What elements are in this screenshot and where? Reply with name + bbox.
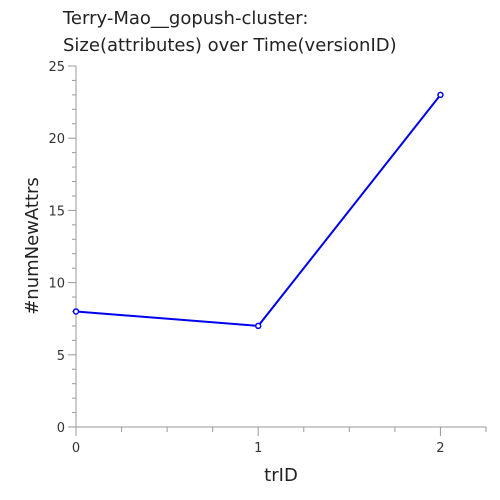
y-axis-ticks: 0 5 10 15 20 25 bbox=[48, 60, 76, 436]
chart-title-line-1: Terry-Mao__gopush-cluster: bbox=[62, 8, 308, 29]
y-tick-label: 10 bbox=[48, 277, 65, 292]
data-point bbox=[72, 308, 80, 315]
x-tick-label: 0 bbox=[72, 441, 80, 456]
series-line bbox=[75, 94, 442, 327]
x-tick-label: 1 bbox=[254, 441, 262, 456]
x-axis-ticks: 0 1 2 bbox=[72, 427, 487, 456]
data-point bbox=[437, 91, 444, 99]
y-tick-label: 5 bbox=[57, 349, 65, 364]
x-axis-label: trID bbox=[264, 465, 298, 486]
y-axis-label: #numNewAttrs bbox=[22, 177, 43, 315]
x-tick-label: 2 bbox=[436, 441, 444, 456]
y-tick-label: 25 bbox=[48, 60, 65, 75]
chart-title-line-2: Size(attributes) over Time(versionID) bbox=[63, 35, 397, 56]
plot-axes bbox=[75, 66, 486, 428]
y-tick-label: 15 bbox=[48, 204, 65, 219]
y-tick-label: 0 bbox=[57, 421, 65, 436]
y-tick-label: 20 bbox=[48, 132, 65, 147]
data-point bbox=[254, 322, 262, 330]
data-series bbox=[72, 91, 444, 330]
